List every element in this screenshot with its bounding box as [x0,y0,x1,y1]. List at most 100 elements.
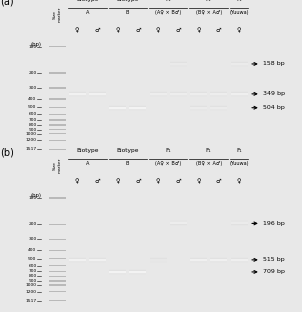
Bar [129,269,146,275]
Text: 300: 300 [28,86,37,90]
FancyBboxPatch shape [49,140,66,141]
Text: ♂: ♂ [135,28,141,33]
Bar [190,91,207,97]
FancyBboxPatch shape [49,197,66,199]
Text: 800: 800 [28,123,37,127]
FancyBboxPatch shape [49,107,66,108]
Text: F₁: F₁ [206,0,211,2]
Text: F₁: F₁ [165,148,171,153]
Bar [69,93,86,95]
Bar [69,258,86,261]
Bar [230,257,248,263]
Bar [109,106,126,109]
FancyBboxPatch shape [49,258,66,259]
Text: (A♀ × B♂): (A♀ × B♂) [155,10,181,15]
Text: ♀: ♀ [115,179,120,185]
FancyBboxPatch shape [49,119,66,121]
Bar [210,105,227,111]
FancyBboxPatch shape [49,300,66,301]
Text: ♂: ♂ [216,28,222,33]
Bar [89,259,106,261]
Text: ♂: ♂ [175,28,181,33]
Text: Biotype: Biotype [117,148,139,153]
Text: B: B [126,161,130,166]
Bar [170,93,187,95]
Text: ♀: ♀ [237,179,241,185]
Bar [170,63,187,65]
Bar [190,257,207,263]
Bar [129,107,146,109]
Text: 400: 400 [28,248,37,252]
Bar [109,269,126,275]
Text: B: B [126,10,130,15]
FancyBboxPatch shape [49,133,66,134]
Text: 709 bp: 709 bp [263,270,285,275]
FancyBboxPatch shape [49,98,66,100]
FancyBboxPatch shape [49,46,66,47]
Text: 1517: 1517 [25,299,37,303]
Text: F₁: F₁ [236,148,242,153]
Text: ♀: ♀ [75,28,79,33]
Text: ♀: ♀ [196,28,201,33]
Bar [89,257,106,263]
Bar [230,62,248,66]
Bar [230,93,248,95]
Text: ♂: ♂ [135,179,141,184]
Text: A: A [85,10,89,15]
Text: (bp): (bp) [30,193,41,198]
Text: ♂: ♂ [95,179,100,184]
Bar [230,259,248,261]
Bar [170,91,187,97]
Bar [109,271,126,273]
Text: ♀: ♀ [237,28,241,33]
Bar [230,61,248,67]
Bar [210,91,227,97]
Bar [149,93,167,95]
Text: 600: 600 [28,264,37,268]
Text: ♂: ♂ [175,179,181,184]
FancyBboxPatch shape [49,291,66,292]
Bar [230,220,248,227]
Bar [230,222,248,225]
Text: Size
marker: Size marker [53,7,61,22]
Text: 1000: 1000 [25,132,37,136]
Bar [190,259,207,261]
Text: 196 bp: 196 bp [263,221,285,226]
Bar [149,257,167,263]
Text: ♂: ♂ [95,28,100,33]
Text: 200: 200 [28,71,37,75]
Bar [149,91,167,97]
Text: 500: 500 [28,105,37,110]
Text: (B♀ × A♂): (B♀ × A♂) [196,161,222,166]
Text: F₁: F₁ [206,148,211,153]
Text: ♀: ♀ [156,179,160,185]
Bar [170,92,187,95]
Text: 900: 900 [28,279,37,283]
FancyBboxPatch shape [49,87,66,89]
Bar [210,259,227,261]
Text: 158 bp: 158 bp [263,61,284,66]
Text: 800: 800 [28,275,37,279]
FancyBboxPatch shape [49,250,66,251]
Text: (Yuuwa): (Yuuwa) [229,161,249,166]
Bar [210,257,227,263]
Bar [89,91,106,97]
Bar [230,91,248,97]
Bar [190,93,207,95]
Bar [170,222,187,224]
Bar [129,271,146,273]
Text: A: A [85,161,89,166]
FancyBboxPatch shape [49,149,66,150]
Bar [69,91,86,97]
FancyBboxPatch shape [49,265,66,266]
Text: (b): (b) [0,148,14,158]
Text: (B♀ × A♂): (B♀ × A♂) [196,10,222,15]
Bar [190,258,207,261]
Text: Biotype: Biotype [117,0,139,2]
Bar [89,93,106,95]
Text: F₁: F₁ [165,0,171,2]
Bar [170,61,187,67]
Bar [69,259,86,261]
Bar [170,222,187,225]
FancyBboxPatch shape [49,276,66,277]
